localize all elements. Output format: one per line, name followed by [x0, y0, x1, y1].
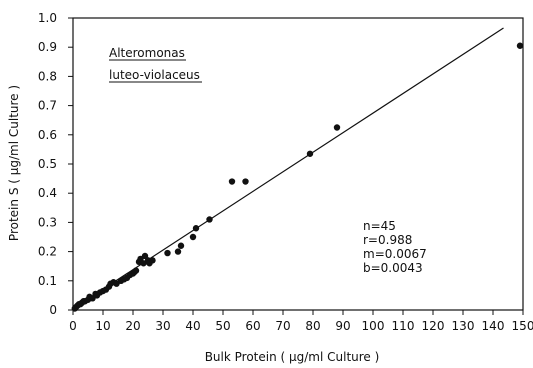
data-point — [132, 267, 140, 274]
x-tick-label: 100 — [362, 319, 385, 333]
y-tick-label: 1.0 — [38, 11, 57, 25]
x-tick-label: 140 — [482, 319, 505, 333]
data-point — [192, 225, 200, 232]
stat-b: b=0.0043 — [363, 261, 423, 275]
y-tick-label: 0.9 — [38, 40, 57, 54]
data-point — [306, 150, 314, 157]
data-point — [333, 124, 341, 131]
y-tick-label: 0.5 — [38, 157, 57, 171]
data-point — [177, 242, 185, 249]
data-points — [71, 42, 524, 312]
plot-border — [72, 17, 524, 311]
y-tick-label: 0.3 — [38, 215, 57, 229]
x-tick-label: 40 — [185, 319, 200, 333]
x-tick-label: 60 — [245, 319, 260, 333]
data-point — [174, 248, 182, 255]
x-tick-label: 20 — [125, 319, 140, 333]
y-axis-title: Protein S ( µg/ml Culture ) — [7, 85, 21, 241]
x-tick-label: 150 — [512, 319, 533, 333]
x-tick-label: 120 — [422, 319, 445, 333]
data-point — [189, 233, 197, 241]
y-tick-label: 0 — [49, 303, 57, 317]
data-point — [242, 178, 249, 185]
y-tick-label: 0.6 — [38, 128, 57, 142]
x-tick-label: 130 — [452, 319, 475, 333]
y-tick-label: 0.1 — [38, 274, 57, 288]
x-tick-label: 70 — [275, 319, 290, 333]
x-tick-label: 90 — [335, 319, 350, 333]
y-tick-label: 0.4 — [38, 186, 57, 200]
data-point — [123, 274, 131, 282]
data-point — [93, 292, 101, 299]
x-tick-label: 10 — [95, 319, 110, 333]
y-axis: 0 0.1 0.2 0.3 0.4 0.5 0.6 0.7 0.8 0.9 1.0 — [38, 11, 73, 317]
y-tick-label: 0.7 — [38, 99, 57, 113]
plot-frame — [72, 17, 524, 311]
x-tick-label: 110 — [392, 319, 415, 333]
x-tick-label: 50 — [215, 319, 230, 333]
data-point — [516, 42, 524, 49]
organism-label-line1: Alteromonas — [109, 46, 185, 60]
x-axis: 0 10 20 30 40 50 60 70 80 90 100 110 120 130 140 150 — [69, 310, 533, 333]
y-tick-label: 0.8 — [38, 69, 57, 83]
data-point — [149, 257, 156, 264]
x-tick-label: 0 — [69, 319, 77, 333]
data-point — [228, 178, 236, 185]
stat-r: r=0.988 — [363, 233, 412, 247]
stat-n: n=45 — [363, 219, 396, 233]
organism-label-line2: luteo-violaceus — [109, 68, 200, 82]
y-tick-label: 0.2 — [38, 245, 57, 259]
data-point — [164, 249, 171, 257]
x-axis-title: Bulk Protein ( µg/ml Culture ) — [205, 350, 380, 364]
x-tick-label: 30 — [155, 319, 170, 333]
data-point — [206, 216, 213, 223]
stat-m: m=0.0067 — [363, 247, 427, 261]
x-tick-label: 80 — [305, 319, 320, 333]
